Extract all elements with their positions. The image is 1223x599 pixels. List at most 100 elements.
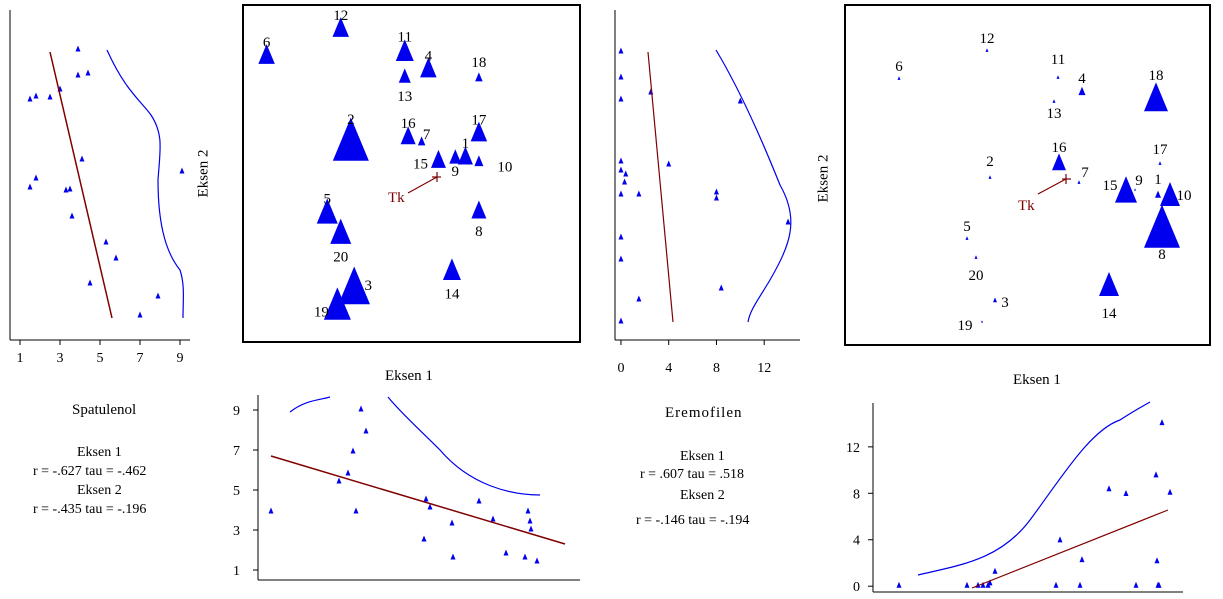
sample-point [988, 175, 992, 179]
trend-line [647, 51, 674, 323]
data-point [85, 69, 91, 76]
data-point [476, 497, 482, 504]
vector2-label-tk: Tk [1018, 198, 1035, 214]
data-point [1079, 556, 1085, 563]
y-tick-label: 12 [846, 441, 860, 456]
data-point [421, 535, 427, 542]
sample-point [1077, 180, 1081, 184]
data-point [528, 525, 534, 532]
sample-label: 6 [895, 59, 903, 75]
sample-label: 20 [333, 250, 348, 266]
vector-tk [1037, 178, 1067, 195]
data-point [534, 557, 540, 564]
data-point [618, 255, 624, 262]
x-tick-label: 9 [177, 351, 184, 366]
eremofilen-ax2-stats: r = -.146 tau = -.194 [636, 513, 750, 528]
eremofilen-ax1-stats: r = .607 tau = .518 [640, 467, 745, 482]
sample-point [395, 39, 414, 61]
data-point [618, 317, 624, 324]
data-point [636, 295, 642, 302]
trend-line [49, 51, 113, 319]
x-tick-label: 0 [617, 361, 624, 376]
data-point [103, 238, 109, 245]
data-point [33, 174, 39, 181]
sample-point [316, 198, 338, 224]
data-point [525, 507, 531, 514]
sample-point [897, 76, 901, 80]
sample-label: 5 [963, 219, 971, 235]
data-point [618, 47, 624, 54]
sample-label: 13 [397, 89, 412, 105]
sample-point [1144, 204, 1180, 248]
plot-frame [844, 4, 1211, 346]
sample-label: 16 [401, 116, 417, 132]
y-tick-label: 7 [233, 444, 240, 459]
data-point [713, 194, 719, 201]
data-point [27, 95, 33, 102]
sample-label: 8 [475, 224, 483, 240]
vector-label-tk: Tk [388, 190, 405, 206]
data-point [785, 218, 791, 225]
plot-frame [242, 4, 581, 343]
sample-label: 7 [1081, 165, 1089, 181]
sample-label: 9 [1135, 173, 1143, 189]
data-point [1167, 488, 1173, 495]
data-point [350, 447, 356, 454]
sample-label: 12 [980, 31, 995, 47]
data-point [79, 155, 85, 162]
y-tick-label: 1 [233, 564, 240, 579]
spatulenol-title: Spatulenol [72, 402, 137, 418]
lowess-curve [289, 396, 541, 496]
data-point [75, 71, 81, 78]
data-point [450, 553, 456, 560]
eremofilen-title: Eremofilen [665, 405, 743, 421]
sample-point [993, 297, 997, 303]
sample-label: 3 [1001, 295, 1009, 311]
sample-label: 11 [1051, 52, 1065, 68]
sample-point [1160, 182, 1180, 206]
data-point [618, 190, 624, 197]
data-point [345, 469, 351, 476]
sample-point [323, 287, 351, 320]
data-points [618, 47, 791, 324]
sample-label: 17 [471, 112, 487, 128]
spatulenol-ax1-stats: r = -.627 tau = -.462 [33, 464, 147, 479]
ordination-ylabel: Eksen 2 [195, 149, 212, 198]
data-point [636, 190, 642, 197]
eremofilen-ax2-label: Eksen 2 [680, 488, 725, 503]
x-tick-label: 1 [17, 351, 24, 366]
x-tick-label: 7 [137, 351, 144, 366]
data-point [618, 95, 624, 102]
sample-point [330, 218, 352, 244]
data-points [27, 45, 185, 318]
sample-point [981, 320, 983, 323]
y-ticks: 0 4 8 12 [846, 441, 873, 595]
x-tick-label: 4 [665, 361, 672, 376]
data-point [27, 183, 33, 190]
sample-point [457, 146, 473, 165]
sample-label: 7 [423, 127, 431, 143]
y-tick-label: 3 [233, 524, 240, 539]
sample-label: 14 [1102, 306, 1118, 322]
data-point [1123, 489, 1129, 496]
data-point [1153, 471, 1159, 478]
data-point [737, 97, 743, 104]
trend-line [971, 509, 1169, 589]
x-tick-label: 12 [757, 361, 771, 376]
sample-point [1078, 86, 1086, 96]
data-point [718, 284, 724, 291]
sample-point [985, 48, 989, 52]
sample-point [398, 68, 411, 83]
data-point [522, 553, 528, 560]
data-point [1106, 485, 1112, 492]
data-point [63, 186, 69, 193]
data-point [33, 92, 39, 99]
data-points [896, 419, 1173, 588]
y-tick-label: 4 [853, 534, 860, 549]
data-point [75, 45, 81, 52]
sample-point [400, 126, 416, 145]
data-point [985, 581, 991, 588]
data-point [423, 495, 429, 502]
